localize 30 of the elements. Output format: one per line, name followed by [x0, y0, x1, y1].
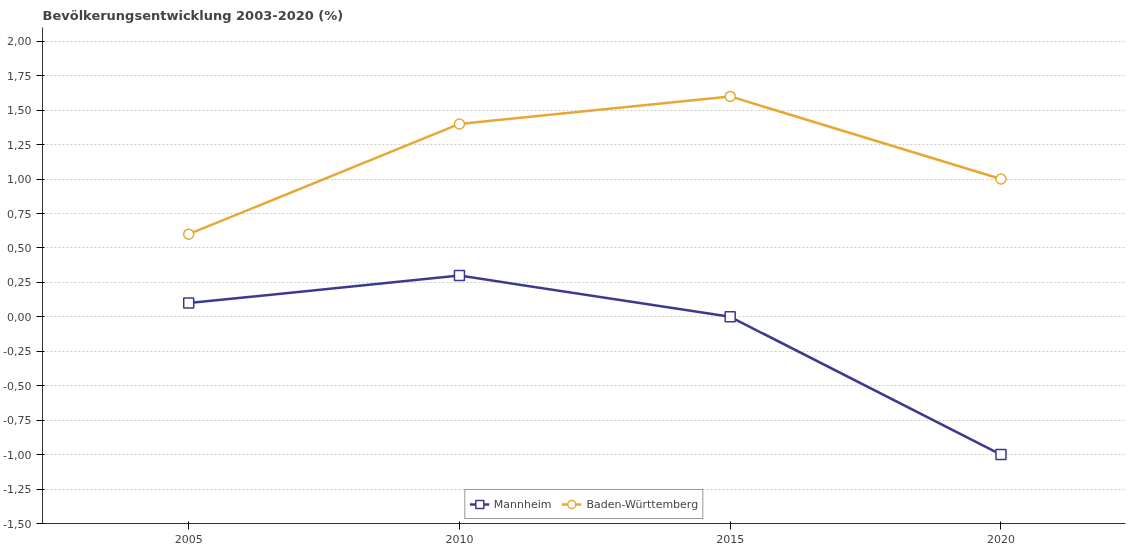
point — [995, 173, 1007, 185]
y-tick-label: -1,50 — [3, 517, 32, 531]
y-tick-label: 0,00 — [7, 310, 32, 324]
x-tick-label: 2005 — [174, 532, 203, 546]
y-tick-label: -1,25 — [3, 483, 32, 497]
y-tick-label: 1,50 — [7, 104, 32, 118]
point — [453, 269, 466, 282]
legend-label: Mannheim — [493, 497, 552, 511]
point — [182, 228, 195, 240]
point — [724, 311, 736, 323]
y-tick-label: -0,25 — [3, 345, 32, 359]
x-tick-label: 2010 — [445, 532, 474, 546]
y-tick-label: 1,25 — [7, 138, 32, 152]
y-tick-label: -1,00 — [3, 448, 32, 462]
x-tick-label: 2020 — [986, 532, 1015, 546]
y-tick-label: -0,75 — [3, 414, 32, 428]
y-tick-label: 2,00 — [7, 35, 32, 49]
legend-label: Baden-Württemberg — [586, 497, 699, 511]
point — [995, 448, 1007, 461]
point — [453, 118, 466, 130]
point — [724, 90, 736, 103]
y-tick-label: 1,75 — [7, 69, 32, 83]
y-tick-label: 0,75 — [7, 207, 32, 221]
chart-title: Bevölkerungsentwicklung 2003-2020 (%) — [42, 7, 344, 23]
x-tick-label: 2015 — [716, 532, 745, 546]
y-tick-label: 0,25 — [7, 276, 32, 290]
y-tick-label: 0,50 — [7, 241, 32, 255]
y-tick-label: 1,00 — [7, 173, 32, 187]
point — [182, 297, 195, 309]
y-tick-label: -0,50 — [3, 379, 32, 393]
